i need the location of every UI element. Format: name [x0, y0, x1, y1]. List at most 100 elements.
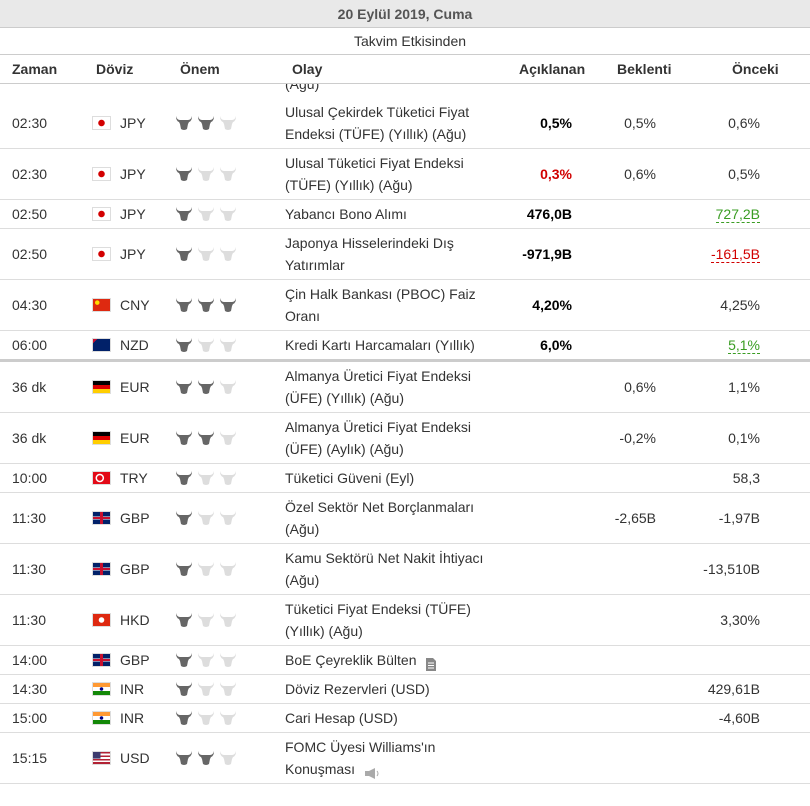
event[interactable]: FOMC Üyesi Williams'ın Konuşması — [285, 733, 500, 783]
speaker-icon[interactable] — [363, 764, 383, 779]
event-row[interactable]: 14:30 INR Döviz Rezervleri (USD) 429,61B — [0, 675, 810, 704]
previous: 3,30% — [720, 612, 760, 628]
event-row[interactable]: 14:00 GBP BoE Çeyreklik Bülten — [0, 646, 810, 675]
importance — [175, 379, 237, 395]
event-text: Tüketici Güveni (Eyl) — [285, 470, 415, 486]
flag — [93, 299, 110, 311]
currency: GBP — [120, 510, 150, 526]
time: 02:50 — [12, 246, 48, 262]
event-row[interactable]: 15:15 USD FOMC Üyesi Williams'ın Konuşması — [0, 733, 810, 784]
flag — [93, 472, 110, 484]
previous: 429,61B — [708, 681, 760, 697]
event[interactable]: Ulusal Tüketici Fiyat Endeksi (TÜFE) (Yı… — [285, 149, 500, 199]
event-row[interactable]: 06:00 NZD Kredi Kartı Harcamaları (Yıllık)… — [0, 331, 810, 362]
event-row[interactable]: 10:00 TRY Tüketici Güveni (Eyl) 58,3 — [0, 464, 810, 493]
time: 02:50 — [12, 206, 48, 222]
bull-icon — [220, 116, 236, 130]
bull-icon — [176, 653, 192, 667]
event-row[interactable]: 04:30 CNY Çin Halk Bankası (PBOC) Faiz Ora… — [0, 280, 810, 331]
event-row[interactable]: 36 dk EUR Almanya Üretici Fiyat Endeksi (Ü… — [0, 362, 810, 413]
currency: JPY — [120, 206, 146, 222]
flag — [93, 614, 110, 626]
bull-icon — [198, 298, 214, 312]
event[interactable]: Yabancı Bono Alımı — [285, 200, 500, 228]
actual: 0,3% — [540, 166, 572, 182]
previous-text: 727,2B — [715, 206, 760, 223]
col-previous: Önceki — [732, 61, 779, 77]
previous-text: -4,60B — [718, 710, 760, 726]
col-event: Olay — [292, 61, 323, 77]
bull-icon — [220, 247, 236, 261]
previous: -13,510B — [703, 561, 760, 577]
previous: -4,60B — [719, 710, 760, 726]
event-row[interactable]: 11:30 HKD Tüketici Fiyat Endeksi (TÜFE) (Y… — [0, 595, 810, 646]
previous-text: -13,510B — [703, 561, 760, 577]
importance — [175, 710, 237, 726]
time: 06:00 — [12, 337, 48, 353]
event-row[interactable]: 02:50 JPY Yabancı Bono Alımı 476,0B 727,2B — [0, 200, 810, 229]
rows: 02:30 JPY Ulusal Çekirdek Tüketici Fiyat E… — [0, 98, 810, 784]
doc-icon[interactable] — [425, 655, 437, 671]
event[interactable]: Kamu Sektörü Net Nakit İhtiyacı (Ağu) — [285, 544, 500, 594]
event[interactable]: Almanya Üretici Fiyat Endeksi (ÜFE) (Yıl… — [285, 362, 500, 412]
previous-text: 0,6% — [728, 115, 760, 131]
flag — [93, 168, 110, 180]
event[interactable]: Cari Hesap (USD) — [285, 704, 500, 732]
subtitle[interactable]: Takvim Etkisinden — [353, 33, 467, 49]
event[interactable]: Kredi Kartı Harcamaları (Yıllık) — [285, 331, 500, 359]
event-text: Çin Halk Bankası (PBOC) Faiz Oranı — [285, 286, 476, 324]
time: 36 dk — [12, 379, 47, 395]
flag — [93, 117, 110, 129]
event[interactable]: Tüketici Güveni (Eyl) — [285, 464, 500, 492]
currency: GBP — [120, 561, 150, 577]
bull-icon — [198, 338, 214, 352]
event-row[interactable]: 11:30 GBP Özel Sektör Net Borçlanmaları (A… — [0, 493, 810, 544]
importance — [175, 561, 237, 577]
previous-text: 4,25% — [720, 297, 760, 313]
bull-icon — [176, 511, 192, 525]
event[interactable]: Japonya Hisselerindeki Dış Yatırımlar — [285, 229, 500, 279]
importance — [175, 430, 237, 446]
bull-icon — [198, 247, 214, 261]
event-row[interactable]: 02:50 JPY Japonya Hisselerindeki Dış Yatır… — [0, 229, 810, 280]
event-row[interactable]: 02:30 JPY Ulusal Tüketici Fiyat Endeksi (T… — [0, 149, 810, 200]
event[interactable]: Döviz Rezervleri (USD) — [285, 675, 500, 703]
time: 11:30 — [12, 510, 46, 526]
previous-text: 5,1% — [728, 337, 760, 354]
time: 02:30 — [12, 166, 48, 182]
event-row[interactable]: 15:00 INR Cari Hesap (USD) -4,60B — [0, 704, 810, 733]
previous-text: 58,3 — [732, 470, 760, 486]
currency: JPY — [120, 115, 146, 131]
event[interactable]: Almanya Üretici Fiyat Endeksi (ÜFE) (Ayl… — [285, 413, 500, 463]
bull-icon — [220, 653, 236, 667]
bull-icon — [220, 380, 236, 394]
bull-icon — [176, 167, 192, 181]
currency: NZD — [120, 337, 149, 353]
bull-icon — [220, 471, 236, 485]
importance — [175, 115, 237, 131]
bull-icon — [176, 613, 192, 627]
event[interactable]: Çin Halk Bankası (PBOC) Faiz Oranı — [285, 280, 500, 330]
importance — [175, 652, 237, 668]
bull-icon — [176, 431, 192, 445]
importance — [175, 166, 237, 182]
event[interactable]: BoE Çeyreklik Bülten — [285, 646, 500, 674]
event[interactable]: Tüketici Fiyat Endeksi (TÜFE) (Yıllık) (… — [285, 595, 500, 645]
actual: 4,20% — [532, 297, 572, 313]
bull-icon — [220, 682, 236, 696]
bull-icon — [220, 613, 236, 627]
bull-icon — [198, 711, 214, 725]
event-row[interactable]: 36 dk EUR Almanya Üretici Fiyat Endeksi (Ü… — [0, 413, 810, 464]
event-row[interactable]: 02:30 JPY Ulusal Çekirdek Tüketici Fiyat E… — [0, 98, 810, 149]
time: 10:00 — [12, 470, 48, 486]
previous-text: -1,97B — [718, 510, 760, 526]
event[interactable]: Özel Sektör Net Borçlanmaları (Ağu) — [285, 493, 500, 543]
time: 15:15 — [12, 750, 48, 766]
time: 36 dk — [12, 430, 47, 446]
flag — [93, 683, 110, 695]
bull-icon — [220, 431, 236, 445]
event[interactable]: Ulusal Çekirdek Tüketici Fiyat Endeksi (… — [285, 98, 500, 148]
event-row[interactable]: 11:30 GBP Kamu Sektörü Net Nakit İhtiyacı … — [0, 544, 810, 595]
currency: INR — [120, 681, 145, 697]
